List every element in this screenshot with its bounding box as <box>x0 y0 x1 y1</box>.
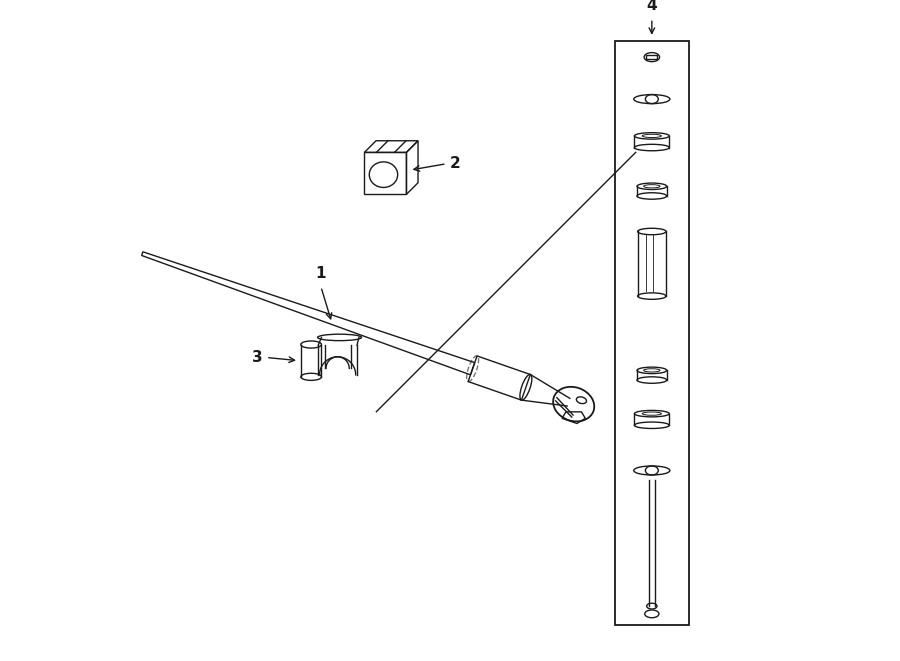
Bar <box>615 41 689 625</box>
Bar <box>364 153 407 194</box>
Text: 4: 4 <box>646 0 657 13</box>
Bar <box>646 55 657 59</box>
Text: 1: 1 <box>316 266 326 281</box>
Text: 2: 2 <box>450 156 461 171</box>
Text: 3: 3 <box>252 350 263 365</box>
